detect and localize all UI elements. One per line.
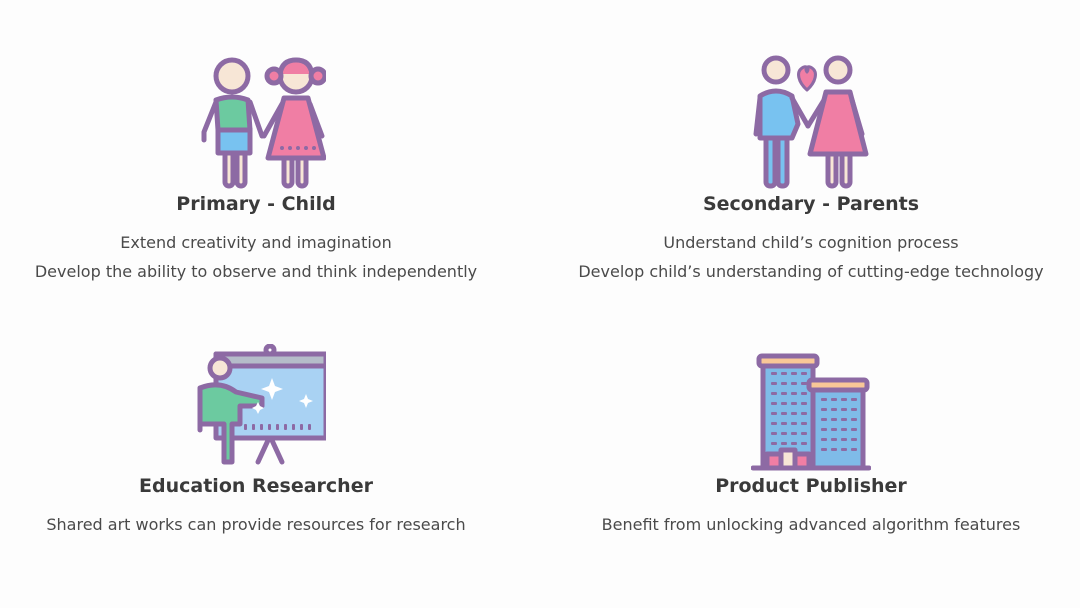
audience-card-child: Primary - Child Extend creativity and im… bbox=[0, 54, 516, 286]
card-title: Product Publisher bbox=[715, 475, 907, 497]
card-title: Education Researcher bbox=[139, 475, 373, 497]
card-title: Primary - Child bbox=[176, 193, 336, 215]
card-line: Extend creativity and imagination bbox=[120, 233, 392, 252]
card-line: Understand child’s cognition process bbox=[663, 233, 959, 252]
card-line: Shared art works can provide resources f… bbox=[46, 515, 466, 534]
audience-card-researcher: Education Researcher Shared art works ca… bbox=[0, 344, 516, 539]
audience-card-publisher: Product Publisher Benefit from unlocking… bbox=[551, 352, 1071, 539]
couple-with-heart-icon bbox=[753, 55, 869, 189]
office-buildings-icon bbox=[751, 353, 871, 471]
presenter-whiteboard-icon bbox=[197, 344, 326, 465]
card-line: Develop the ability to observe and think… bbox=[34, 262, 478, 281]
card-line: Develop child’s understanding of cutting… bbox=[578, 262, 1044, 281]
card-line: Benefit from unlocking advanced algorith… bbox=[601, 515, 1021, 534]
card-title: Secondary - Parents bbox=[702, 193, 920, 215]
audience-card-parents: Secondary - Parents Understand child’s c… bbox=[551, 54, 1071, 286]
children-holding-hands-icon bbox=[201, 57, 326, 189]
